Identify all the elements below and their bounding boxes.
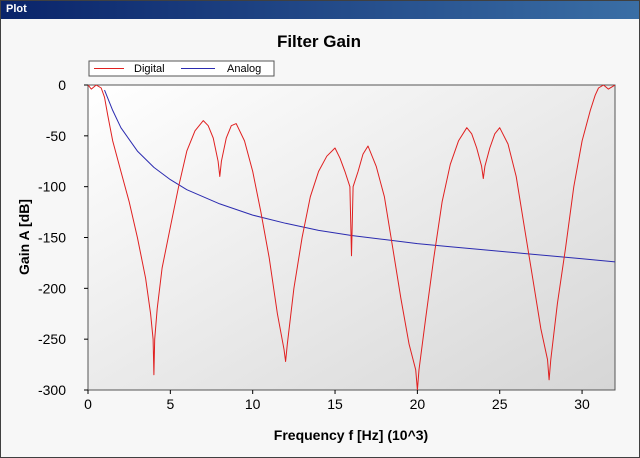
x-tick-label: 5 [166, 396, 174, 412]
legend: Digital Analog [88, 60, 275, 77]
filter-gain-chart: 0 5 10 15 20 25 30 0 -50 -100 -150 -200 -250 -300 Fil… [16, 32, 616, 443]
y-tick-label: -250 [38, 331, 66, 347]
y-tick-label: -300 [38, 382, 66, 398]
y-tick-label: -100 [38, 179, 66, 195]
y-tick-label: 0 [58, 77, 66, 93]
x-tick-label: 25 [492, 396, 508, 412]
x-tick-label: 20 [410, 396, 426, 412]
chart-title: Filter Gain [277, 32, 361, 51]
legend-digital-label: Digital [134, 63, 165, 75]
y-tick-label: -150 [38, 230, 66, 246]
x-tick-label: 0 [84, 396, 92, 412]
series-line-digital [88, 85, 615, 390]
x-tick-label: 15 [327, 396, 343, 412]
y-tick-label: -50 [46, 128, 66, 144]
y-tick-label: -200 [38, 280, 66, 296]
window-title: Plot [6, 3, 27, 15]
window-titlebar[interactable]: Plot [1, 1, 639, 19]
series-line-analog [104, 89, 615, 263]
y-axis-title: Gain A [dB] [16, 199, 32, 275]
legend-analog-label: Analog [227, 63, 261, 75]
x-axis-title: Frequency f [Hz] (10^3) [274, 427, 428, 443]
x-tick-label: 30 [574, 396, 590, 412]
x-tick-label: 10 [245, 396, 261, 412]
